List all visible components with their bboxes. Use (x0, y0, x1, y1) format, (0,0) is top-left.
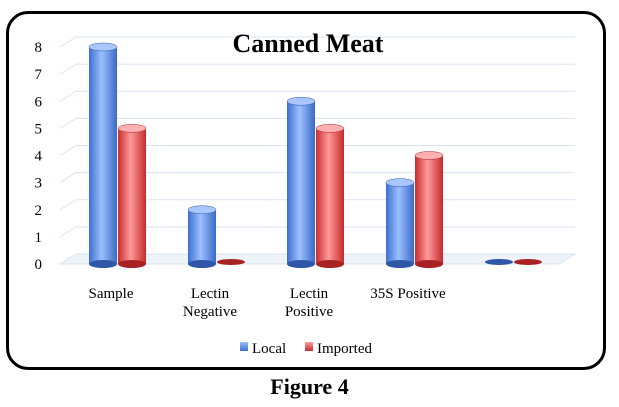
legend: Local Imported (240, 341, 372, 357)
gridline (59, 145, 575, 156)
bar-local (385, 178, 415, 268)
bars (88, 42, 542, 268)
y-tick-label: 2 (35, 203, 43, 219)
bar-imported (414, 151, 444, 268)
bar-local (88, 42, 118, 268)
gridline (59, 172, 575, 184)
legend-label: Imported (317, 341, 372, 357)
x-tick-label: Lectin Positive (285, 286, 334, 320)
y-tick-label: 4 (35, 149, 43, 165)
y-tick-label: 7 (35, 67, 43, 83)
bar-imported (117, 124, 147, 268)
legend-swatch (305, 342, 313, 351)
gridline (59, 90, 575, 102)
bar-local (187, 205, 217, 268)
y-tick-label: 1 (35, 230, 43, 246)
bar-imported (217, 259, 245, 265)
bar-local (485, 259, 513, 265)
legend-item-imported: Imported (305, 341, 372, 357)
y-tick-label: 8 (35, 40, 43, 56)
y-tick-label: 0 (35, 257, 43, 273)
y-tick-label: 5 (35, 121, 43, 137)
bar-local (286, 97, 316, 268)
legend-item-local: Local (240, 341, 286, 357)
chart-title: Canned Meat (233, 29, 384, 58)
y-axis: 0 1 2 3 4 5 6 7 8 (35, 40, 43, 273)
x-tick-label: Lectin Negative (183, 286, 237, 320)
x-axis-labels: Sample Lectin Negative Lectin Positive 35S Po… (89, 286, 447, 320)
bar-imported (315, 124, 345, 268)
gridline (59, 63, 575, 75)
figure-caption: Figure 4 (270, 374, 349, 399)
legend-swatch (240, 342, 248, 351)
gridline (59, 36, 575, 48)
bar-imported (514, 259, 542, 265)
x-tick-label: Sample (89, 286, 134, 302)
y-tick-label: 3 (35, 176, 43, 192)
y-tick-label: 6 (35, 94, 43, 110)
gridline (59, 117, 575, 129)
x-tick-label: 35S Positive (370, 286, 446, 302)
legend-label: Local (252, 341, 286, 357)
